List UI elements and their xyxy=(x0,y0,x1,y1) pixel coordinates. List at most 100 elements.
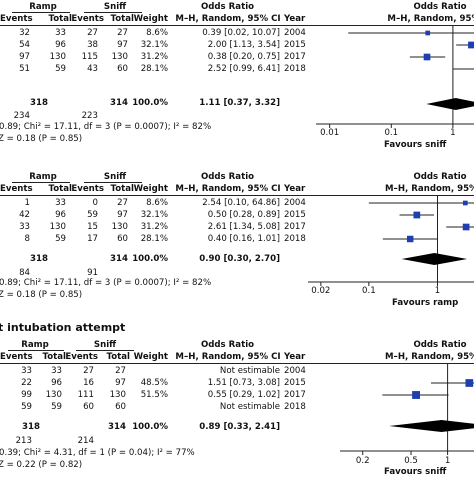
total-ramp: 318 xyxy=(30,98,48,108)
or-header: Odds Ratio xyxy=(200,172,255,182)
total-sniff: 314 xyxy=(110,254,128,264)
cell-total-sniff: 130 xyxy=(109,390,126,400)
favours-label: Favours sniff xyxy=(384,467,447,477)
total-ramp: 318 xyxy=(30,254,48,264)
group-header-ramp: Ramp xyxy=(21,340,49,350)
heterogeneity-text: 0.89; Chi² = 17.11, df = 3 (P = 0.0007);… xyxy=(0,278,212,288)
cell-or-ci: 1.51 [0.73, 3.08] xyxy=(207,378,280,388)
header-underline-ramp xyxy=(12,182,70,183)
col-events-ramp: Events xyxy=(0,14,33,24)
tick-label: 0.02 xyxy=(311,286,331,296)
tick-label: 1 xyxy=(444,456,451,466)
cell-total-ramp: 59 xyxy=(55,234,66,244)
tick-label: 1 xyxy=(450,128,456,138)
forest-plot-2 xyxy=(308,195,474,286)
total-events-sniff: 91 xyxy=(87,268,98,278)
total-sniff: 314 xyxy=(110,98,128,108)
cell-total-sniff: 27 xyxy=(117,198,128,208)
cell-total-ramp: 96 xyxy=(55,40,66,50)
cell-total-ramp: 33 xyxy=(55,198,66,208)
plot-sub: M–H, Random, 95% xyxy=(385,184,474,194)
total-or-ci: 0.89 [0.33, 2.41] xyxy=(199,422,280,432)
col-weight: Weight xyxy=(133,184,168,194)
cell-events-sniff: 115 xyxy=(81,52,98,62)
cell-events-ramp: 1 xyxy=(24,198,30,208)
col-weight: Weight xyxy=(133,352,168,362)
favours-label: Favours sniff xyxy=(384,140,447,150)
cell-total-ramp: 33 xyxy=(55,28,66,38)
group-header-ramp: Ramp xyxy=(29,2,57,12)
col-or-sub: M–H, Random, 95% CI xyxy=(175,14,281,24)
col-total-ramp: Total xyxy=(48,14,72,24)
col-or-sub: M–H, Random, 95% CI xyxy=(175,352,281,362)
overall-effect-text: Z = 0.18 (P = 0.85) xyxy=(0,134,83,144)
cell-events-sniff: 38 xyxy=(87,40,98,50)
pooled-diamond xyxy=(426,98,474,110)
plot-sub: M–H, Random, 95% xyxy=(385,352,474,362)
header-rule xyxy=(0,25,474,26)
study-marker xyxy=(468,41,474,49)
forest-plot-3 xyxy=(340,363,474,455)
cell-events-sniff: 0 xyxy=(92,198,98,208)
cell-year: 2004 xyxy=(284,366,306,376)
tick-label: 0.1 xyxy=(362,286,376,296)
col-year: Year xyxy=(284,352,306,362)
col-total-sniff: Total xyxy=(110,14,134,24)
cell-events-sniff: 17 xyxy=(87,234,98,244)
cell-or-ci: 0.55 [0.29, 1.02] xyxy=(207,390,280,400)
cell-events-ramp: 97 xyxy=(19,52,30,62)
plot-header: Odds Ratio xyxy=(413,172,467,182)
forest-panel-3: t intubation attempt Ramp Sniff Odds Rat… xyxy=(0,320,474,477)
cell-or-ci: Not estimable xyxy=(219,366,280,376)
cell-weight: 32.1% xyxy=(140,210,168,220)
cell-events-sniff: 111 xyxy=(77,390,94,400)
cell-or-ci: 0.50 [0.28, 0.89] xyxy=(207,210,280,220)
col-events-sniff: Events xyxy=(71,184,104,194)
cell-or-ci: 2.54 [0.10, 64.86] xyxy=(202,198,280,208)
study-marker xyxy=(465,379,474,387)
cell-total-ramp: 96 xyxy=(55,210,66,220)
cell-year: 2004 xyxy=(284,28,306,38)
col-year: Year xyxy=(284,14,306,24)
total-events-sniff: 223 xyxy=(81,111,98,121)
cell-or-ci: 0.38 [0.20, 0.75] xyxy=(207,52,280,62)
or-header: Odds Ratio xyxy=(200,340,255,350)
total-events-ramp: 234 xyxy=(13,111,30,121)
cell-or-ci: 0.40 [0.16, 1.01] xyxy=(207,234,280,244)
cell-events-ramp: 33 xyxy=(21,366,32,376)
cell-total-sniff: 97 xyxy=(117,210,128,220)
study-marker xyxy=(462,200,468,206)
cell-weight: 31.2% xyxy=(140,222,168,232)
cell-events-ramp: 8 xyxy=(24,234,30,244)
favours-label: Favours ramp xyxy=(392,298,459,308)
cell-events-sniff: 60 xyxy=(83,402,94,412)
cell-total-ramp: 130 xyxy=(49,52,66,62)
study-marker xyxy=(413,211,421,219)
cell-total-sniff: 60 xyxy=(115,402,126,412)
header-underline-ramp xyxy=(12,12,70,13)
plot-header: Odds Ratio xyxy=(413,340,467,350)
col-events-sniff: Events xyxy=(71,14,104,24)
cell-events-sniff: 27 xyxy=(87,28,98,38)
cell-year: 2017 xyxy=(284,390,306,400)
cell-total-ramp: 130 xyxy=(49,222,66,232)
cell-year: 2017 xyxy=(284,52,306,62)
cell-total-sniff: 97 xyxy=(115,378,126,388)
cell-year: 2017 xyxy=(284,222,306,232)
col-year: Year xyxy=(284,184,306,194)
tick-label: 0.5 xyxy=(404,456,418,466)
overall-effect-text: Z = 0.22 (P = 0.82) xyxy=(0,460,83,470)
total-or-ci: 1.11 [0.37, 3.32] xyxy=(199,98,280,108)
cell-total-sniff: 130 xyxy=(111,52,128,62)
or-header: Odds Ratio xyxy=(200,2,255,12)
cell-weight: 8.6% xyxy=(146,28,168,38)
tick-label: 0.1 xyxy=(384,128,399,138)
pooled-diamond xyxy=(401,253,468,265)
cell-events-ramp: 59 xyxy=(21,402,32,412)
cell-total-sniff: 27 xyxy=(117,28,128,38)
cell-weight: 8.6% xyxy=(146,198,168,208)
heterogeneity-text: 0.89; Chi² = 17.11, df = 3 (P = 0.0007);… xyxy=(0,122,212,132)
header-underline-ramp xyxy=(8,350,64,351)
group-header-ramp: Ramp xyxy=(29,172,57,182)
cell-year: 2015 xyxy=(284,210,306,220)
